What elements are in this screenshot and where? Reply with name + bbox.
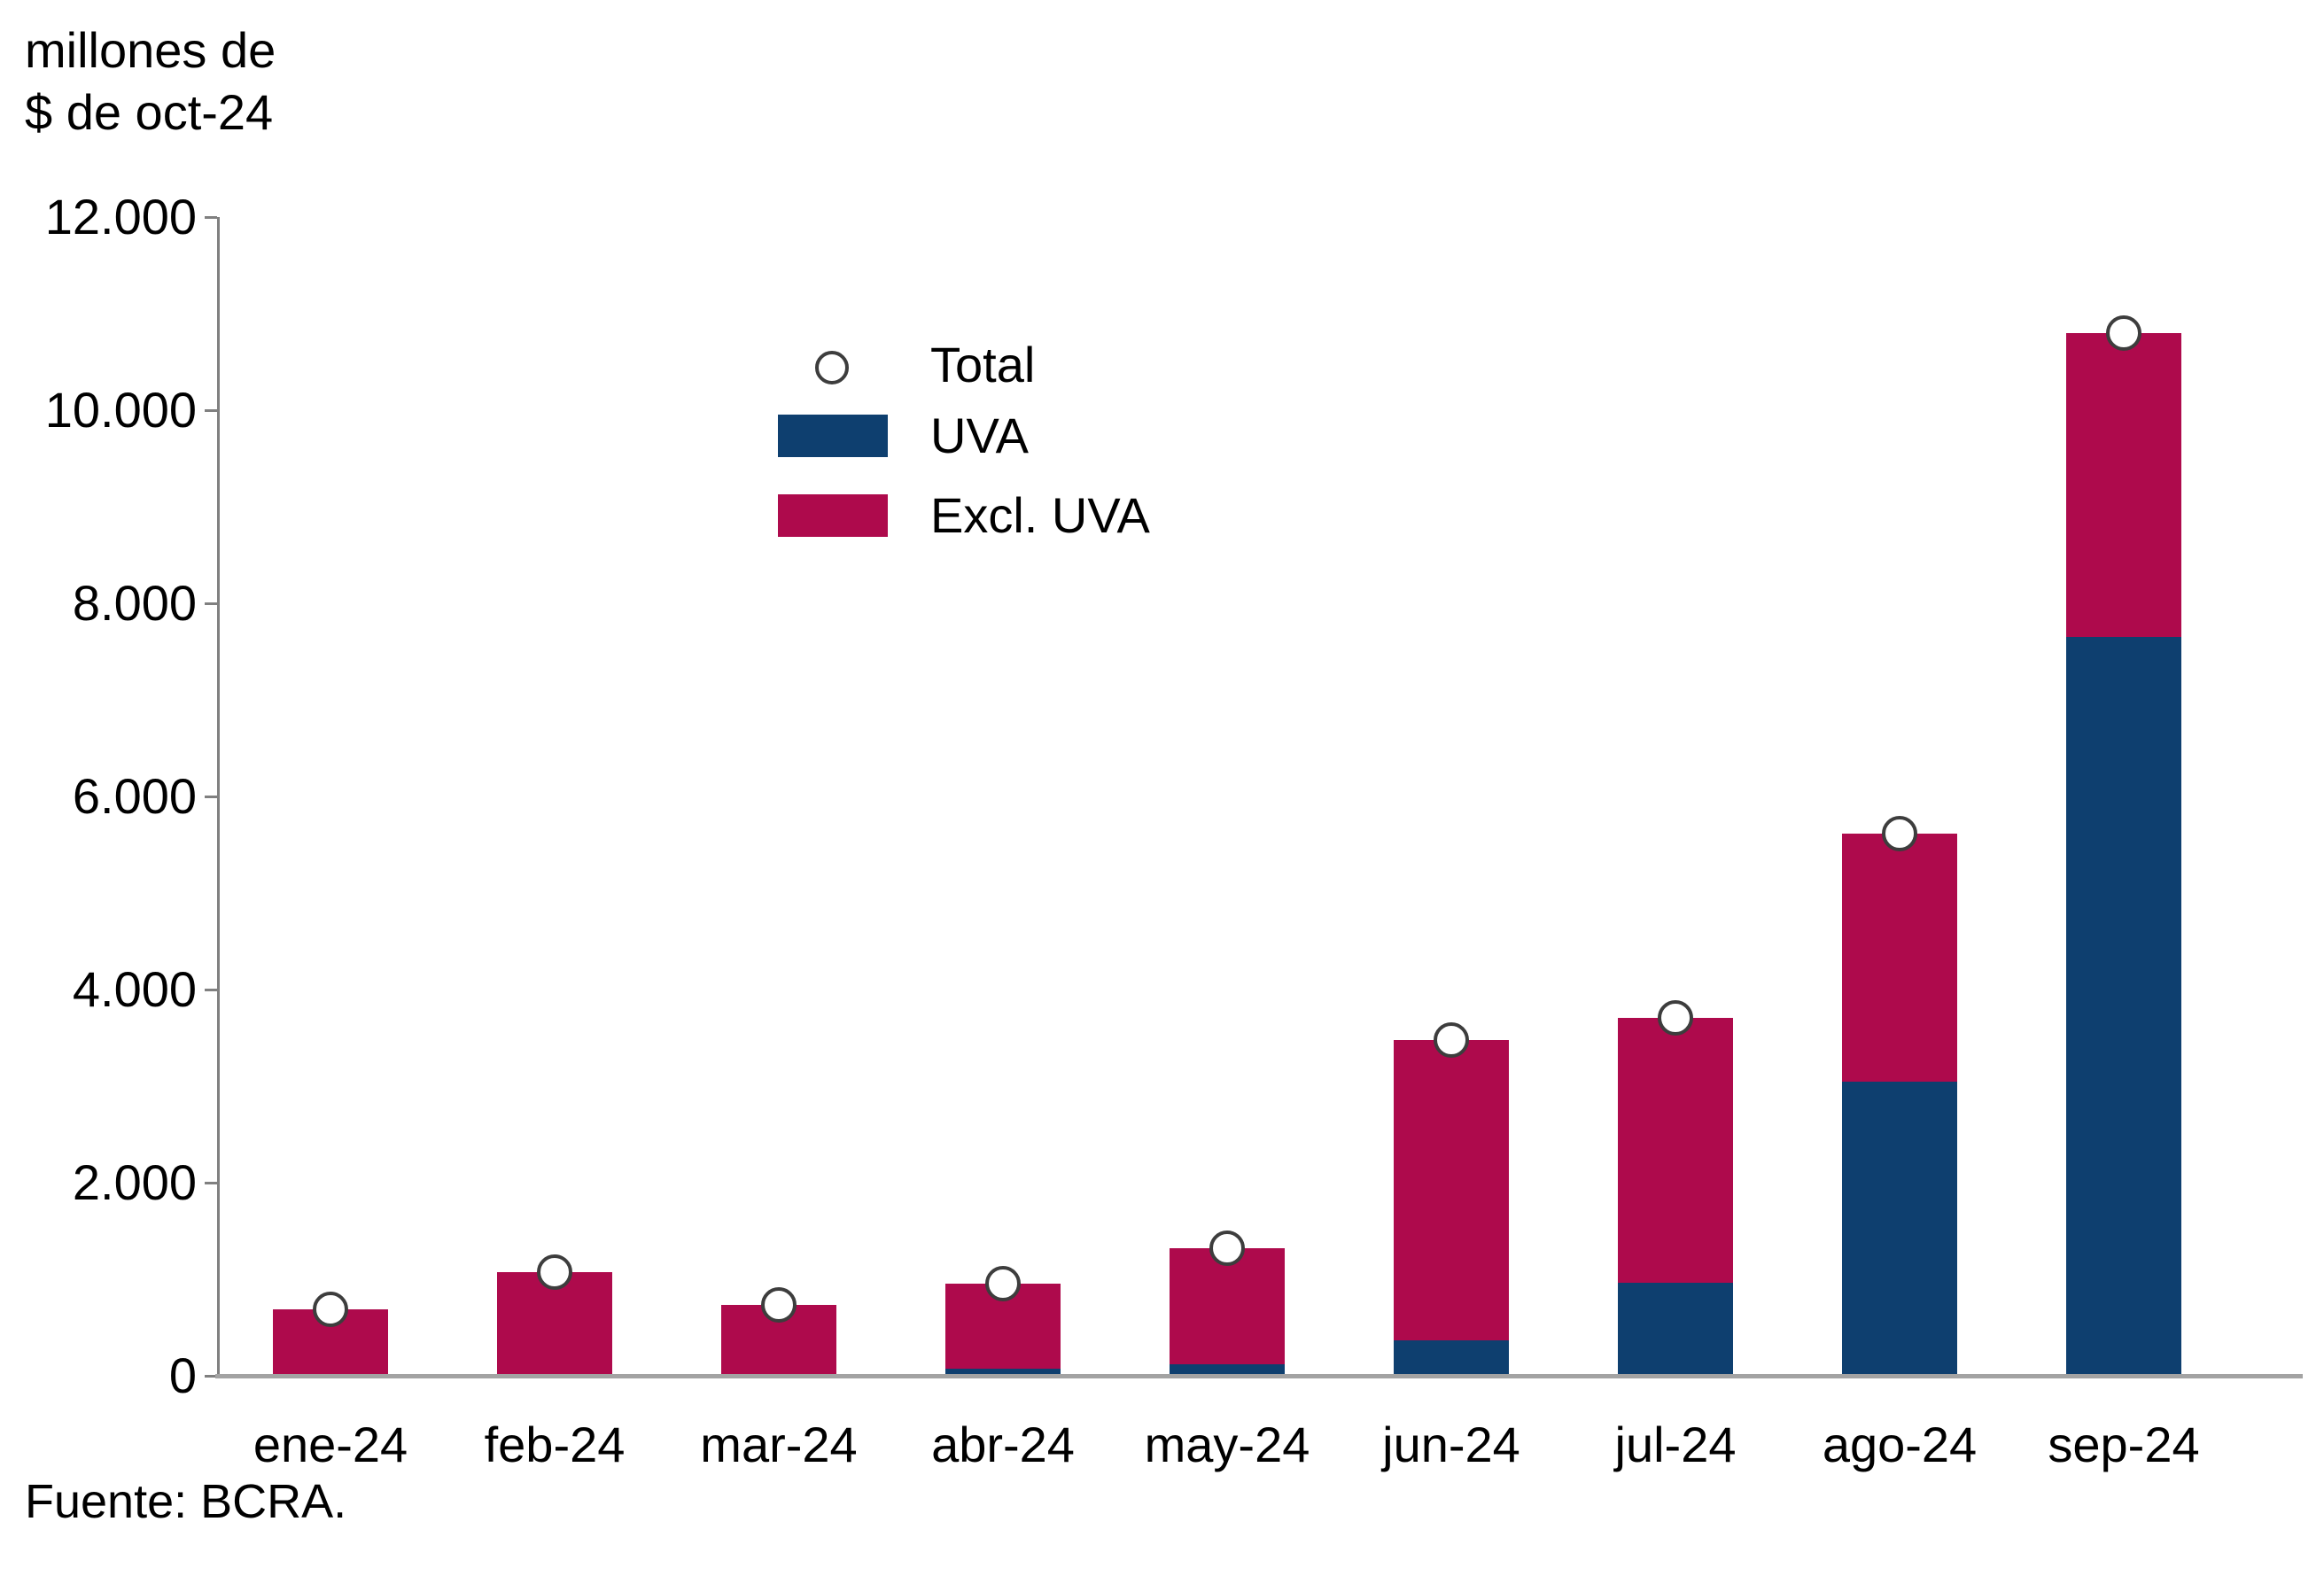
- x-axis-baseline: [215, 1374, 2303, 1378]
- x-category-label: may-24: [1144, 1417, 1310, 1472]
- y-tick-mark: [205, 988, 217, 991]
- total-marker-abr-24: [985, 1266, 1021, 1301]
- y-tick-mark: [205, 1374, 217, 1378]
- bar-segment-uva: [1170, 1364, 1285, 1376]
- x-category-label: mar-24: [700, 1417, 858, 1472]
- legend-label-uva: UVA: [930, 408, 1029, 463]
- legend-swatch-excl-uva: [778, 494, 888, 537]
- legend-total-marker-icon: [815, 351, 849, 384]
- y-tick-mark: [205, 1181, 217, 1184]
- x-category-label: ago-24: [1822, 1417, 1978, 1472]
- total-marker-jul-24: [1658, 1000, 1693, 1036]
- y-tick-mark: [205, 602, 217, 605]
- bar-segment-excl-uva: [1842, 834, 1957, 1082]
- total-marker-sep-24: [2106, 315, 2141, 351]
- y-tick-label: 12.000: [44, 189, 197, 245]
- y-tick-mark: [205, 408, 217, 412]
- x-category-label: jul-24: [1614, 1417, 1737, 1472]
- bar-may-24: [1170, 1248, 1285, 1376]
- bar-ago-24: [1842, 834, 1957, 1376]
- bar-segment-uva: [2066, 637, 2181, 1376]
- y-tick-label: 8.000: [72, 575, 197, 631]
- bar-segment-uva: [945, 1369, 1061, 1376]
- legend-swatch-uva: [778, 415, 888, 457]
- bar-segment-uva: [1394, 1340, 1509, 1376]
- total-marker-ago-24: [1882, 816, 1917, 851]
- x-category-label: sep-24: [2048, 1417, 2200, 1472]
- y-tick-label: 2.000: [72, 1154, 197, 1210]
- y-tick-label: 4.000: [72, 961, 197, 1017]
- total-marker-may-24: [1209, 1231, 1245, 1266]
- legend-label-excl-uva: Excl. UVA: [930, 487, 1150, 543]
- bar-jul-24: [1618, 1018, 1733, 1376]
- total-marker-mar-24: [761, 1287, 797, 1323]
- bar-sep-24: [2066, 333, 2181, 1376]
- y-tick-label: 0: [168, 1347, 197, 1403]
- bar-segment-uva: [1842, 1082, 1957, 1376]
- y-axis-title: millones de $ de oct-24: [25, 22, 276, 140]
- legend-label-total: Total: [930, 337, 1036, 392]
- bar-segment-excl-uva: [2066, 333, 2181, 637]
- total-marker-ene-24: [313, 1292, 348, 1327]
- y-tick-label: 6.000: [72, 768, 197, 824]
- y-axis-line: [217, 217, 220, 1378]
- x-category-label: feb-24: [484, 1417, 626, 1472]
- x-category-label: ene-24: [253, 1417, 408, 1472]
- bar-jun-24: [1394, 1040, 1509, 1376]
- y-tick-mark: [205, 215, 217, 219]
- y-tick-label: 10.000: [44, 382, 197, 438]
- bar-segment-uva: [1618, 1283, 1733, 1376]
- bar-segment-excl-uva: [1170, 1248, 1285, 1364]
- source-note: Fuente: BCRA.: [25, 1475, 347, 1528]
- bar-segment-excl-uva: [1394, 1040, 1509, 1340]
- total-marker-feb-24: [537, 1254, 572, 1290]
- bar-segment-excl-uva: [1618, 1018, 1733, 1283]
- total-marker-jun-24: [1434, 1022, 1469, 1058]
- x-category-label: jun-24: [1382, 1417, 1520, 1472]
- y-tick-mark: [205, 795, 217, 798]
- x-category-label: abr-24: [931, 1417, 1075, 1472]
